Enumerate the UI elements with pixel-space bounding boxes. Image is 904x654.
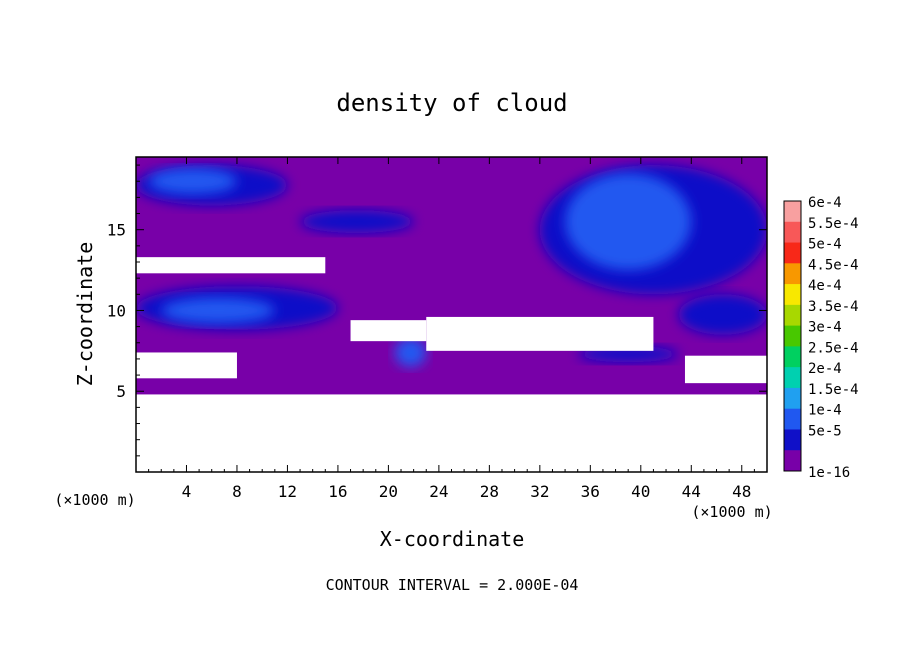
x-tick-label: 44 [682,482,701,501]
x-unit-left: (×1000 m) [54,491,135,509]
colorbar-swatch [784,221,801,244]
colorbar-swatch [784,304,801,327]
contour-interval-note: CONTOUR INTERVAL = 2.000E-04 [326,576,579,594]
colorbar-label: 1e-4 [808,403,842,419]
empty-region [136,352,237,379]
colorbar-swatch [784,346,801,368]
x-tick-label: 20 [379,482,398,501]
colorbar-swatch [784,387,801,410]
x-tick-label: 8 [232,482,242,501]
colorbar-swatch [784,325,801,347]
x-tick-label: 24 [429,482,448,501]
x-tick-label: 4 [182,482,192,501]
colorbar-swatch [784,408,801,430]
colorbar-label: 3e-4 [808,320,842,336]
x-unit-right: (×1000 m) [691,503,772,521]
y-tick-label: 15 [107,221,126,240]
colorbar-frame [783,200,802,472]
colorbar-label: 5e-5 [808,423,842,439]
colorbar-label: 1e-16 [808,465,850,481]
empty-region [684,355,767,384]
empty-region [136,394,767,472]
colorbar-label: 5e-4 [808,237,842,253]
x-tick-label: 40 [631,482,650,501]
colorbar-label: 1.5e-4 [808,382,859,398]
colorbar-label: 2e-4 [808,361,842,377]
x-tick-label: 32 [530,482,549,501]
x-tick-label: 48 [732,482,751,501]
colorbar-swatch [784,367,801,389]
colorbar-label: 4.5e-4 [808,257,859,273]
cloud-region [161,297,275,324]
colorbar-swatch [784,201,801,223]
colorbar-swatch [784,242,801,264]
colorbar-swatch [784,450,801,472]
colorbar-label: 5.5e-4 [808,216,859,232]
empty-region [426,316,654,351]
cloud-region [394,337,427,368]
y-tick-label: 5 [116,382,126,401]
x-tick-label: 36 [581,482,600,501]
plot-area [136,157,767,472]
colorbar-label: 6e-4 [808,195,842,211]
cloud-region [300,210,414,233]
empty-region [136,257,326,274]
colorbar-label: 4e-4 [808,278,842,294]
colorbar-label: 3.5e-4 [808,299,859,315]
y-axis: 5 10 15 [107,164,767,457]
colorbar-legend: 6e-4 5.5e-4 5e-4 4.5e-4 4e-4 3.5e-4 3e-4 2.5e-4… [783,195,859,481]
colorbar-swatch [784,263,801,285]
chart-title: density of cloud [336,89,567,117]
x-axis: 4 8 12 16 20 24 28 32 36 40 44 48 [148,157,755,501]
empty-region [350,320,427,342]
x-tick-label: 16 [328,482,347,501]
colorbar-swatch [784,429,801,451]
x-tick-label: 12 [278,482,297,501]
cloud-region [678,294,767,335]
colorbar-label: 2.5e-4 [808,340,859,356]
colorbar-swatch [784,284,801,306]
x-axis-label: X-coordinate [380,527,525,551]
cloud-region [565,173,692,271]
x-tick-label: 28 [480,482,499,501]
cloud-region [148,168,237,195]
y-axis-label: Z-coordinate [73,242,97,387]
y-tick-label: 10 [107,301,126,320]
